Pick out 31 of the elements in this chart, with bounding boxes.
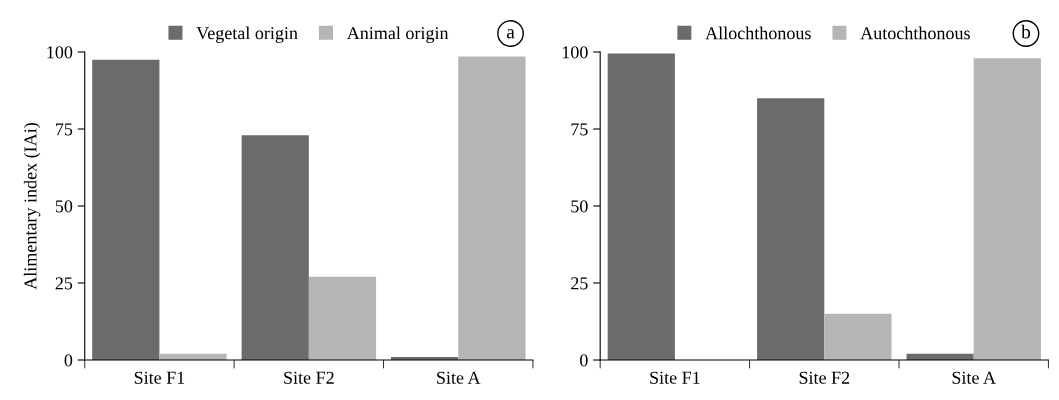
x-tick-label: Site A bbox=[437, 371, 481, 384]
text: a bbox=[506, 29, 515, 39]
legend-label: Vegetal origin bbox=[196, 26, 298, 43]
bar bbox=[607, 53, 675, 360]
y-tick-label: 75 bbox=[56, 123, 73, 136]
y-tick-label: 100 bbox=[47, 46, 73, 59]
bar bbox=[92, 59, 160, 360]
bar bbox=[824, 313, 892, 360]
legend-label: Autochthonous bbox=[860, 26, 970, 40]
bar bbox=[757, 98, 825, 360]
y-tick-label: 100 bbox=[562, 46, 588, 59]
x-tick-label: Site F2 bbox=[799, 371, 850, 384]
y-axis-title: Alimentary index (IAi) bbox=[23, 123, 41, 290]
bar bbox=[973, 58, 1041, 360]
bar bbox=[458, 56, 526, 360]
text: b bbox=[1021, 24, 1031, 39]
x-tick-label: Site F2 bbox=[284, 371, 334, 384]
x-tick-label: Site F1 bbox=[134, 371, 185, 384]
y-tick-label: 75 bbox=[571, 123, 588, 136]
y-tick-label: 0 bbox=[580, 354, 588, 367]
y-tick-label: 25 bbox=[55, 277, 73, 290]
legend-label: Allochthonous bbox=[705, 26, 811, 40]
bar bbox=[308, 276, 377, 360]
legend-label: Animal origin bbox=[346, 26, 449, 43]
y-tick-label: 0 bbox=[64, 354, 73, 367]
x-tick-label: Site F1 bbox=[650, 371, 700, 384]
y-tick-label: 50 bbox=[55, 200, 73, 213]
y-tick-label: 25 bbox=[571, 277, 588, 290]
y-tick-label: 50 bbox=[571, 200, 588, 213]
x-tick-label: Site A bbox=[952, 371, 996, 384]
bar bbox=[241, 135, 309, 360]
